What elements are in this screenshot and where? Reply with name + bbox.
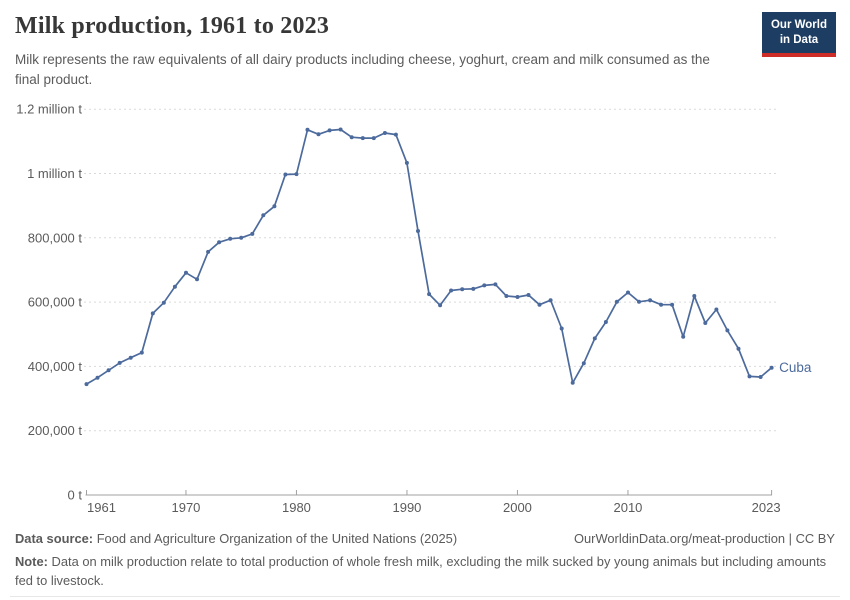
owid-logo-line2: in Data [779, 33, 819, 46]
data-source-text: Food and Agriculture Organization of the… [96, 531, 458, 546]
data-point [515, 295, 520, 299]
data-point [150, 311, 155, 316]
data-point [95, 375, 100, 380]
data-point [184, 270, 188, 275]
y-axis-tick-label: 0 t [68, 488, 83, 503]
data-point [283, 172, 288, 177]
data-source-label: Data source: [15, 531, 94, 546]
data-point [526, 293, 531, 297]
y-axis-tick-label: 600,000 t [28, 295, 83, 310]
data-point [382, 131, 387, 135]
data-point [471, 286, 476, 291]
data-point [747, 374, 752, 379]
data-point [261, 213, 266, 218]
data-point [692, 294, 697, 298]
data-point [305, 127, 310, 132]
data-point [217, 240, 222, 245]
data-point [139, 350, 144, 355]
y-axis-tick-label: 1.2 million t [16, 102, 82, 117]
y-axis-tick-label: 1 million t [27, 166, 82, 181]
data-point [294, 172, 299, 177]
data-point [438, 303, 443, 308]
data-point [614, 299, 619, 304]
chart-subtitle: Milk represents the raw equivalents of a… [15, 52, 710, 88]
data-point [239, 235, 244, 240]
data-point [637, 299, 641, 304]
data-point [648, 298, 653, 303]
data-point [106, 368, 111, 373]
data-point [736, 346, 741, 351]
data-point [349, 135, 354, 140]
y-axis-tick-label: 800,000 t [28, 230, 83, 245]
data-point [570, 380, 575, 385]
data-point [681, 334, 686, 339]
cuba-line-series [85, 128, 773, 385]
data-point [548, 298, 553, 303]
data-point [117, 360, 122, 365]
x-axis-tick-label: 2000 [503, 500, 532, 515]
y-axis-tick-label: 400,000 t [28, 359, 83, 374]
data-point [703, 321, 708, 325]
data-point [161, 300, 166, 305]
citation-link[interactable]: OurWorldinData.org/meat-production | CC … [573, 531, 835, 546]
data-point [670, 302, 675, 307]
data-point [559, 326, 564, 331]
data-point [537, 302, 542, 307]
data-point [659, 302, 664, 307]
data-point [758, 375, 763, 379]
data-point [371, 136, 376, 141]
owid-logo-line1: Our World [770, 19, 827, 31]
data-point [460, 287, 465, 292]
data-point [626, 290, 630, 295]
y-axis-tick-label: 200,000 t [28, 423, 83, 438]
data-point [172, 284, 177, 289]
note-text: Data on milk production relate to total … [15, 554, 827, 588]
data-point [427, 292, 432, 297]
data-source-line: Data source: Food and Agriculture Organi… [15, 531, 457, 546]
line-chart: 0 t 200,000 t 400,000 t 600,000 t 800,000 t 1… [16, 102, 812, 515]
data-point [327, 128, 332, 133]
chart-footer: Data source: Food and Agriculture Organi… [15, 531, 835, 590]
data-point [84, 382, 89, 387]
data-point [128, 355, 133, 360]
data-point [603, 320, 608, 324]
data-point [714, 307, 719, 312]
data-point [449, 288, 454, 293]
data-point [581, 361, 586, 366]
data-point [250, 231, 255, 236]
data-point [228, 236, 233, 241]
data-point [195, 277, 199, 282]
x-axis-tick-label: 2023 [752, 500, 781, 515]
data-point [592, 336, 597, 341]
note-label: Note: [15, 554, 48, 569]
data-point [416, 229, 420, 233]
x-axis-tick-label: 1990 [392, 500, 421, 515]
x-axis-tick-label: 2010 [613, 500, 642, 515]
data-point [360, 136, 365, 141]
x-axis-tick-label: 1970 [171, 500, 200, 515]
data-point [725, 328, 730, 333]
data-point [493, 282, 498, 287]
x-axis-tick-label: 1980 [282, 500, 311, 515]
data-point [504, 294, 509, 298]
data-point [338, 127, 343, 132]
data-point [769, 365, 774, 370]
data-point [393, 132, 398, 137]
owid-logo[interactable]: Our World in Data [762, 12, 836, 57]
note-line: Note: Data on milk production relate to … [15, 553, 835, 590]
data-point [316, 132, 321, 137]
x-axis-tick-label: 1961 [87, 500, 116, 515]
entity-label: Cuba [779, 360, 812, 375]
bottom-divider [10, 596, 840, 597]
data-point [206, 249, 211, 254]
chart-title: Milk production, 1961 to 2023 [15, 13, 330, 39]
data-point [272, 204, 277, 209]
data-point [482, 283, 487, 288]
data-point [404, 160, 409, 165]
